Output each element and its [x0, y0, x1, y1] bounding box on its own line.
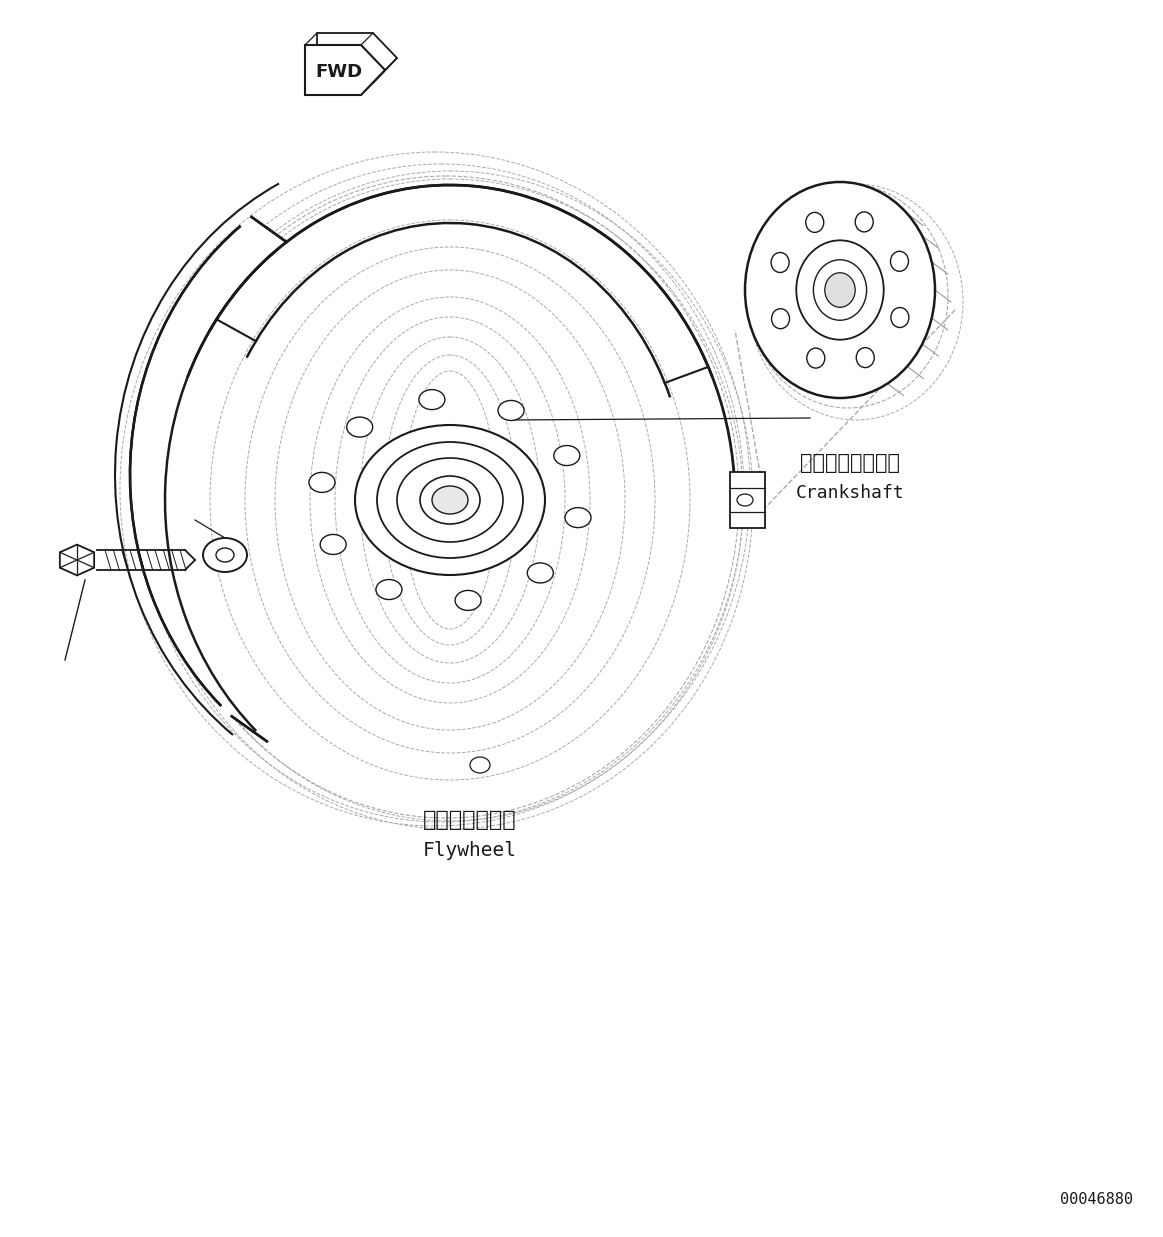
Ellipse shape	[565, 507, 591, 528]
Ellipse shape	[855, 212, 873, 231]
Ellipse shape	[204, 538, 247, 571]
Polygon shape	[130, 216, 286, 741]
Ellipse shape	[498, 401, 525, 421]
Ellipse shape	[347, 417, 372, 437]
Ellipse shape	[397, 458, 504, 542]
Ellipse shape	[745, 182, 935, 398]
Text: FWD: FWD	[315, 63, 362, 80]
Text: フライホイール: フライホイール	[423, 810, 516, 830]
Ellipse shape	[797, 240, 884, 340]
Text: クランクシャフト: クランクシャフト	[800, 453, 900, 473]
Ellipse shape	[825, 272, 855, 307]
Ellipse shape	[320, 534, 347, 554]
Ellipse shape	[856, 348, 875, 367]
Polygon shape	[317, 33, 397, 83]
Polygon shape	[730, 473, 765, 528]
Ellipse shape	[554, 445, 580, 465]
Ellipse shape	[165, 186, 735, 815]
Ellipse shape	[419, 390, 445, 409]
Ellipse shape	[455, 590, 481, 610]
Ellipse shape	[355, 426, 545, 575]
Ellipse shape	[891, 308, 909, 328]
Ellipse shape	[807, 348, 825, 369]
Ellipse shape	[737, 494, 752, 506]
Text: 00046880: 00046880	[1059, 1192, 1133, 1207]
Ellipse shape	[377, 442, 523, 558]
Ellipse shape	[806, 213, 823, 233]
Ellipse shape	[216, 548, 234, 562]
Ellipse shape	[420, 476, 480, 524]
Ellipse shape	[376, 579, 402, 600]
Ellipse shape	[527, 563, 554, 583]
Ellipse shape	[431, 486, 468, 515]
Ellipse shape	[771, 252, 790, 272]
Ellipse shape	[470, 757, 490, 773]
Ellipse shape	[309, 473, 335, 492]
Polygon shape	[59, 544, 94, 575]
Ellipse shape	[813, 260, 866, 320]
Ellipse shape	[891, 251, 908, 271]
Text: Flywheel: Flywheel	[423, 840, 518, 860]
Text: Crankshaft: Crankshaft	[795, 484, 905, 502]
Polygon shape	[305, 45, 385, 95]
Ellipse shape	[771, 309, 790, 329]
